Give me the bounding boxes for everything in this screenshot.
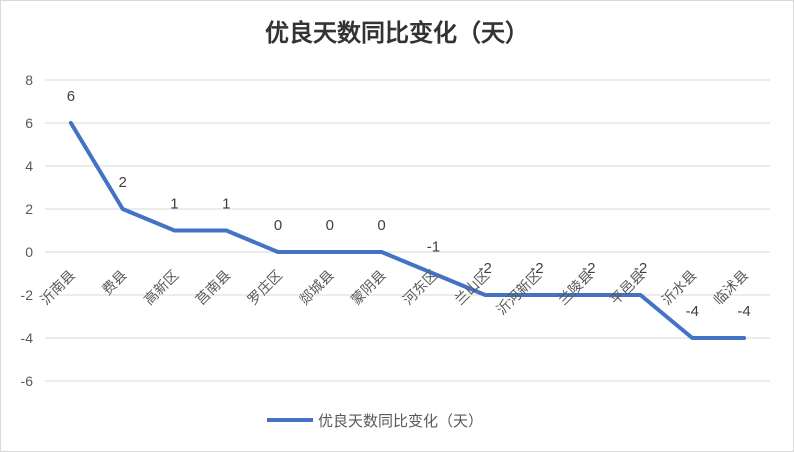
data-label: 1	[222, 196, 230, 213]
legend-label: 优良天数同比变化（天）	[318, 412, 483, 430]
data-label: -4	[686, 303, 699, 320]
x-tick-label: 蒙阴县	[348, 268, 389, 309]
data-label: -2	[530, 260, 543, 277]
data-label: -4	[737, 303, 750, 320]
data-label: 0	[377, 217, 385, 234]
data-label: 0	[326, 217, 334, 234]
gridlines	[45, 79, 770, 382]
y-tick-label: -2	[21, 287, 34, 303]
x-tick-label: 沂河新区	[494, 268, 545, 319]
x-tick-label: 郯城县	[297, 268, 338, 309]
series-lines	[68, 121, 747, 340]
data-label: -2	[479, 260, 492, 277]
x-tick-label: 兰山区	[452, 268, 493, 309]
x-tick-label: 高新区	[141, 267, 183, 309]
legend: 优良天数同比变化（天）	[267, 412, 483, 430]
y-tick-label: 2	[25, 201, 33, 217]
series-line	[68, 121, 747, 340]
y-axis-tick-labels: 8 6 4 2 0 -2 -4 -6	[21, 72, 34, 389]
y-tick-label: 0	[25, 244, 33, 260]
x-tick-label: 河东区	[400, 268, 441, 309]
data-label: 6	[67, 88, 75, 105]
x-tick-label: 罗庄区	[244, 267, 286, 309]
data-label: -1	[427, 239, 440, 256]
y-tick-label: -4	[21, 330, 34, 346]
data-label: -2	[634, 260, 647, 277]
chart-title: 优良天数同比变化（天）	[265, 18, 529, 47]
x-tick-label: 莒南县	[193, 268, 234, 309]
x-tick-label: 平邑县	[607, 268, 648, 309]
y-tick-label: 8	[25, 72, 33, 88]
y-tick-label: 6	[25, 115, 33, 131]
y-tick-label: 4	[25, 158, 33, 174]
x-tick-label: 沂南县	[38, 268, 79, 309]
data-label: 1	[170, 196, 178, 213]
x-tick-label: 费县	[99, 268, 130, 299]
data-label: 0	[274, 217, 282, 234]
x-tick-label: 兰陵县	[556, 268, 597, 309]
data-label: 2	[119, 174, 127, 191]
data-label: -2	[582, 260, 595, 277]
data-labels: 6 2 1 1 0 0 0 -1 -2 -2 -2 -2 -4 -4	[67, 88, 751, 320]
y-tick-label: -6	[21, 373, 34, 389]
